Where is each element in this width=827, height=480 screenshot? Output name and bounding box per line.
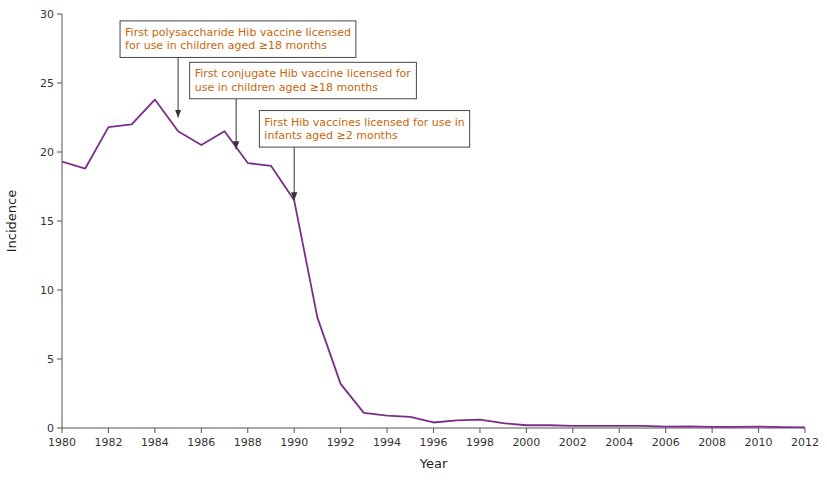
y-tick-label: 15	[40, 215, 54, 228]
x-tick	[619, 428, 620, 433]
x-tick	[340, 428, 341, 433]
plot-area	[62, 100, 805, 428]
x-tick	[154, 428, 155, 433]
annotation-box	[120, 21, 356, 58]
x-tick	[758, 428, 759, 433]
y-tick-label: 20	[40, 146, 54, 159]
y-tick	[57, 14, 62, 15]
x-tick	[387, 428, 388, 433]
x-tick-label: 2000	[512, 436, 540, 449]
x-axis-label: Year	[419, 456, 448, 471]
annotation: First Hib vaccines licensed for use inin…	[259, 111, 469, 148]
x-tick	[712, 428, 713, 433]
x-tick-label: 1984	[141, 436, 169, 449]
annotation-boxes: First polysaccharide Hib vaccine license…	[120, 21, 470, 147]
x-tick	[433, 428, 434, 433]
annotation-text: First polysaccharide Hib vaccine license…	[125, 26, 351, 53]
y-tick	[57, 152, 62, 153]
y-tick-label: 30	[40, 8, 54, 21]
annotation: First conjugate Hib vaccine licensed for…	[190, 62, 417, 99]
x-tick	[247, 428, 248, 433]
y-tick	[57, 83, 62, 84]
x-tick-label: 1982	[94, 436, 122, 449]
x-tick-label: 2012	[791, 436, 819, 449]
y-axis-label: Incidence	[4, 190, 19, 252]
annotation: First polysaccharide Hib vaccine license…	[120, 21, 356, 58]
x-tick	[526, 428, 527, 433]
x-tick-label: 1996	[420, 436, 448, 449]
x-tick	[805, 428, 806, 433]
x-tick-label: 2002	[559, 436, 587, 449]
x-tick-label: 1988	[234, 436, 262, 449]
x-tick	[665, 428, 666, 433]
x-tick	[572, 428, 573, 433]
x-tick-label: 2004	[605, 436, 633, 449]
x-tick-label: 2008	[698, 436, 726, 449]
x-tick	[294, 428, 295, 433]
annotation-text-line: for use in children aged ≥18 months	[125, 39, 327, 52]
x-tick	[108, 428, 109, 433]
x-tick-label: 1992	[327, 436, 355, 449]
incidence-line	[62, 100, 805, 428]
x-tick-label: 2006	[652, 436, 680, 449]
annotation-text-line: use in children aged ≥18 months	[195, 81, 379, 94]
annotation-arrow	[178, 57, 179, 117]
x-tick-label: 1998	[466, 436, 494, 449]
chart: 1980 1982 1984 1986 1988 1990 1992 1994 1996 1998…	[0, 0, 827, 480]
axes: 1980 1982 1984 1986 1988 1990 1992 1994 1996 1998…	[40, 8, 819, 449]
y-tick	[57, 221, 62, 222]
annotation-text: First conjugate Hib vaccine licensed for…	[195, 67, 412, 94]
x-tick-label: 1980	[48, 436, 76, 449]
x-tick-label: 2010	[745, 436, 773, 449]
y-tick	[57, 359, 62, 360]
y-tick	[57, 428, 62, 429]
x-tick	[201, 428, 202, 433]
y-tick-label: 5	[47, 353, 54, 366]
annotation-box	[259, 111, 469, 148]
annotation-text-line: First Hib vaccines licensed for use in	[264, 116, 464, 129]
annotation-text-line: infants aged ≥2 months	[264, 129, 398, 142]
annotation-text-line: First polysaccharide Hib vaccine license…	[125, 26, 351, 39]
annotation-arrow	[294, 147, 295, 200]
annotation-arrow	[236, 99, 237, 149]
x-tick	[479, 428, 480, 433]
annotation-text-line: First conjugate Hib vaccine licensed for	[195, 67, 412, 80]
x-tick-label: 1990	[280, 436, 308, 449]
y-tick-label: 0	[47, 422, 54, 435]
annotation-text: First Hib vaccines licensed for use inin…	[264, 116, 464, 143]
x-tick-label: 1986	[187, 436, 215, 449]
x-tick	[62, 428, 63, 433]
y-tick	[57, 290, 62, 291]
y-tick-label: 25	[40, 77, 54, 90]
y-tick-label: 10	[40, 284, 54, 297]
x-tick-label: 1994	[373, 436, 401, 449]
annotation-box	[190, 62, 417, 99]
